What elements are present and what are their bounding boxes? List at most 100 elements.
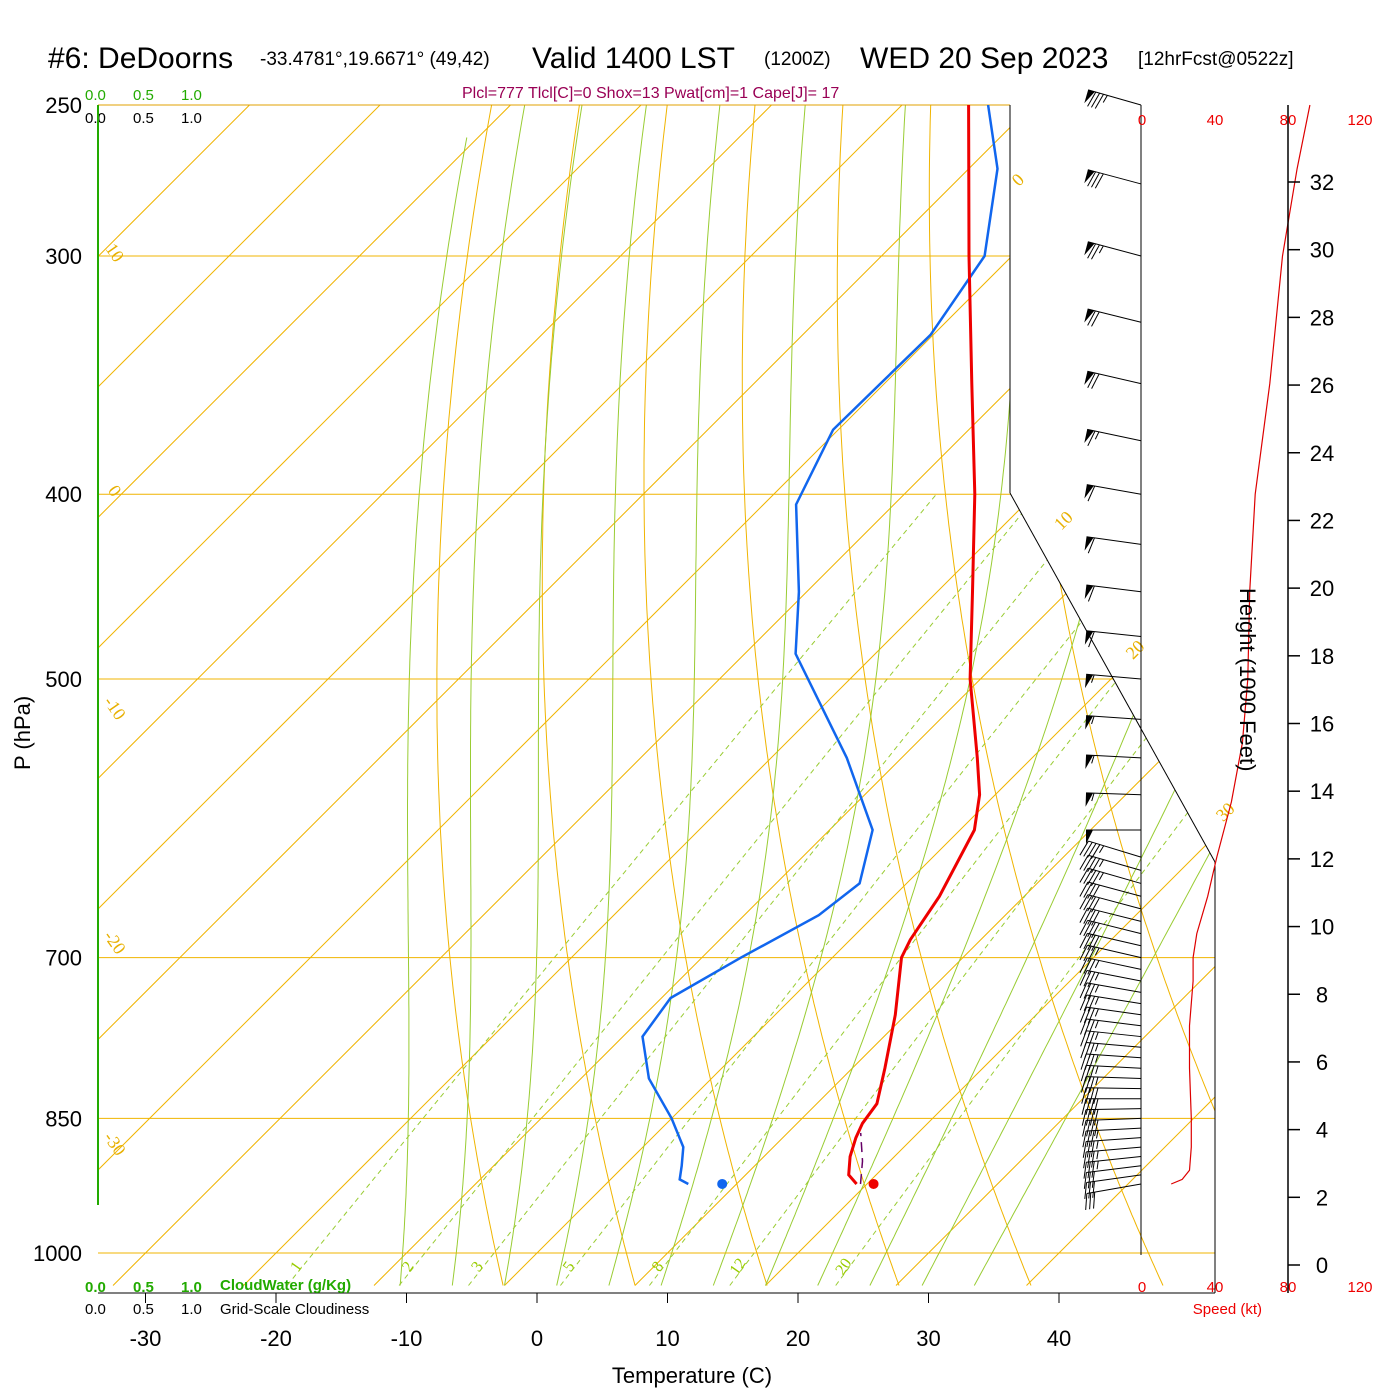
wind-barb [1084,1174,1142,1200]
wind-barb-feather [1088,1042,1095,1059]
wind-barb [1085,1183,1142,1210]
wind-barb-feather [1084,1182,1088,1200]
temperature-axis-label: Temperature (C) [612,1363,772,1388]
dry-adiabat-line [741,105,900,1286]
wind-barb-half-feather [1094,431,1100,440]
isotherm-line [98,105,806,1286]
wind-barb [1080,1018,1142,1036]
title-coords: -33.4781°,19.6671° (49,42) [260,49,490,70]
cloud-top-ticks: 0.0 0.5 1.0 0.0 0.5 1.0 [85,87,202,127]
moist-adiabat-line [608,105,721,1286]
wind-barb-half-feather [1099,845,1105,854]
wind-barb-flag [1084,308,1095,323]
wind-barb [1081,1087,1142,1104]
wind-barb-feather [1093,1192,1096,1209]
wind-barb-feather [1083,971,1092,987]
wind-barb-feather [1091,244,1100,260]
wind-barb [1083,1165,1142,1189]
wind-barb-feather [1090,92,1101,108]
title-station: #6: DeDoorns [48,42,233,75]
moist-adiabat-line [556,105,647,1286]
wind-barb-feather [1086,1130,1091,1148]
temperature-tick-label: 0 [531,1326,543,1351]
plot-frame [97,104,1216,1294]
wind-barb-feather [1083,869,1093,884]
surface-dewpoint-marker [717,1178,728,1189]
wind-barb-half-feather [1091,674,1095,683]
pressure-tick-label: 1000 [33,1241,82,1266]
wind-barb-feather [1079,933,1088,949]
wind-barb-feather [1087,1151,1091,1168]
profile-group [641,105,999,1189]
isotherm-label: 0 [1008,169,1029,190]
wind-barb-feather [1088,1031,1095,1048]
pressure-tick-label: 400 [45,482,82,507]
cloudiness-tick: 0.5 [133,1301,154,1318]
moist-adiabat-line [765,105,1024,1286]
wind-barb-feather [1091,922,1100,939]
wind-barb-half-feather [1096,1140,1099,1149]
dry-adiabat-line [436,105,504,1286]
wind-barb-feather [1083,895,1093,911]
wind-barb-half-feather [1091,715,1095,725]
cloud-top-water-tick: 1.0 [181,87,202,104]
isotherm-line [895,105,1215,1286]
wind-barb [1079,894,1142,913]
wind-barb-feather [1087,585,1095,602]
wind-barb-feather [1087,870,1097,885]
wind-barb [1082,1127,1142,1148]
isotherm-label: 0 [104,481,126,500]
speed-tick: 40 [1207,1279,1224,1296]
wind-barb-flag [1084,241,1095,256]
wind-barb-half-feather [1094,947,1100,956]
wind-barb-feather [1081,1087,1087,1104]
wind-barb-feather [1082,1130,1087,1148]
wind-barb [1085,715,1142,730]
isotherm-label: 30 [1212,798,1239,825]
wind-barb-feather [1083,856,1093,871]
wind-barb-feather [1088,1181,1091,1199]
temperature-tick-label: 20 [786,1326,810,1351]
speed-axis-label: Speed (kt) [1193,1301,1262,1318]
wind-barb-flag [1084,89,1095,104]
wind-barb-feather [1094,93,1104,109]
temperature-tick-label: -20 [260,1326,292,1351]
wind-barb-feather [1083,1007,1091,1024]
wind-barb-feather [1090,1140,1095,1158]
wind-barb-feather [1090,1130,1095,1147]
temperature-tick-label: -10 [391,1326,423,1351]
wind-barb-feather [1087,1171,1091,1189]
wind-barb-feather [1083,1172,1087,1189]
wind-barb-feather [1081,1109,1087,1126]
pressure-tick-label: 700 [45,946,82,971]
wind-barb-half-feather [1094,1020,1099,1029]
isotherm-line [98,105,937,1286]
moist-adiabat-line [921,105,1215,1286]
wind-barb-feather [1080,1018,1087,1035]
wind-barb [1079,994,1142,1012]
pressure-tick-label: 500 [45,667,82,692]
wind-barb-feather [1087,485,1096,502]
cloud-bottom-legend: 0.0 0.5 1.0 CloudWater (g/Kg) 0.0 0.5 1.… [85,1277,369,1318]
wind-barb-feather [1087,883,1097,899]
temperature-axis: -30 -20 -10 0 10 20 30 40 [130,1293,1071,1351]
wind-barb-half-feather [1095,1065,1099,1074]
dewpoint-line [641,105,999,1186]
wind-barb [1079,982,1142,1000]
mixing-ratio-label: 2 [399,1259,418,1275]
wind-barb-feather [1079,970,1088,986]
wind-barb-feather [1088,1065,1095,1082]
isotherm-line [1026,105,1215,1286]
temperature-tick-label: 40 [1047,1326,1071,1351]
height-tick-label: 20 [1310,576,1334,601]
wind-barb [1079,867,1142,887]
cloudiness-tick: 1.0 [181,1301,202,1318]
temperature-tick-label: 10 [655,1326,679,1351]
wind-barb-half-feather [1096,1160,1099,1170]
wind-barb-flag [1086,829,1093,844]
moist-adiabat-line [451,105,526,1286]
isotherm-label: 10 [1050,507,1077,534]
wind-barb-feather [1083,882,1093,898]
wind-barb [1085,754,1142,770]
cloudwater-label: CloudWater (g/Kg) [220,1277,351,1294]
